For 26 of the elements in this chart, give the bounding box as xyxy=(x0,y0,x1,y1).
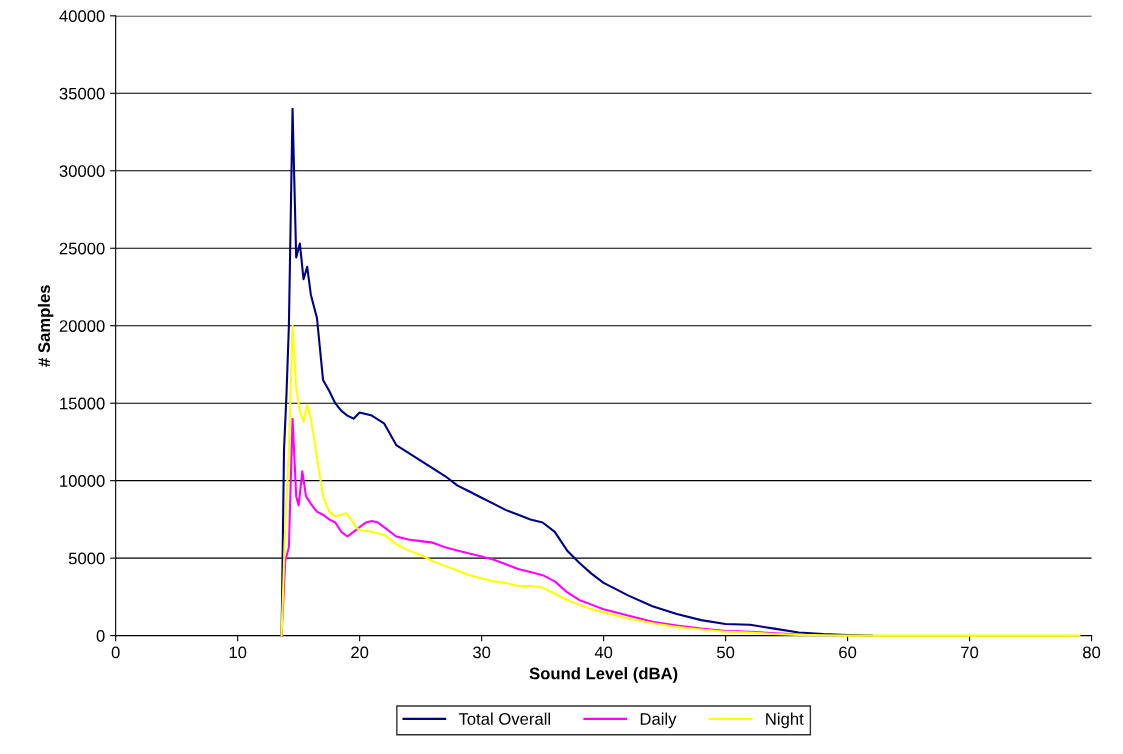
legend-label: Night xyxy=(766,712,804,729)
y-tick-label: 15000 xyxy=(60,397,105,410)
x-tick-label: 80 xyxy=(1083,646,1101,659)
x-tick-label: 20 xyxy=(351,646,369,659)
legend-label: Total Overall xyxy=(458,712,550,725)
x-tick-label: 70 xyxy=(961,646,979,659)
x-tick-label: 0 xyxy=(111,646,120,659)
x-tick-label: 50 xyxy=(717,646,735,659)
x-tick-label: 60 xyxy=(839,646,857,659)
y-tick-label: 10000 xyxy=(60,475,105,487)
y-tick-label: 25000 xyxy=(59,242,105,255)
x-tick-label: 30 xyxy=(472,646,491,659)
y-tick-label: 30000 xyxy=(59,165,105,177)
y-tick-label: 5000 xyxy=(68,552,105,565)
line-series xyxy=(280,107,874,637)
y-tick-label: 0 xyxy=(96,630,105,642)
x-axis-title: Sound Level (dBA) xyxy=(529,667,678,683)
y-axis-title: # Samples xyxy=(37,285,54,367)
y-tick-label: 40000 xyxy=(59,10,105,23)
line-series xyxy=(280,417,800,637)
x-tick-label: 10 xyxy=(229,646,247,659)
x-tick-label: 40 xyxy=(594,646,613,659)
y-tick-label: 35000 xyxy=(59,87,105,100)
legend-label: Daily xyxy=(640,712,677,729)
y-tick-label: 20000 xyxy=(59,320,105,332)
line-series xyxy=(280,324,1081,637)
